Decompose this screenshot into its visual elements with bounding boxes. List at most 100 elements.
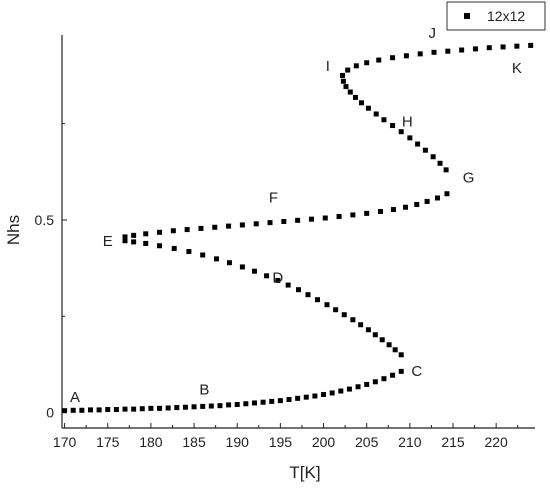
- data-point: [340, 78, 346, 84]
- data-point: [333, 307, 339, 313]
- data-point: [430, 154, 436, 160]
- data-point: [486, 45, 492, 51]
- data-point: [414, 202, 420, 208]
- data-point: [472, 46, 478, 52]
- data-point: [437, 160, 443, 166]
- data-point: [170, 228, 176, 234]
- data-point: [365, 105, 371, 111]
- data-point: [308, 216, 314, 222]
- data-point: [321, 391, 327, 397]
- data-point: [415, 141, 421, 147]
- data-point: [314, 297, 320, 303]
- data-point: [352, 94, 358, 100]
- data-point: [208, 403, 214, 409]
- data-point: [122, 238, 128, 244]
- data-point: [234, 401, 240, 407]
- legend-box: [446, 1, 546, 31]
- data-point: [182, 404, 188, 410]
- data-point: [131, 239, 137, 245]
- data-point: [243, 401, 249, 407]
- x-tick-label: 205: [355, 434, 379, 450]
- data-point: [386, 342, 392, 348]
- data-point: [358, 322, 364, 328]
- data-point: [200, 403, 206, 409]
- data-point: [346, 386, 352, 392]
- data-point: [214, 256, 220, 262]
- data-point: [424, 198, 430, 204]
- data-point: [96, 407, 102, 413]
- data-point: [359, 100, 365, 106]
- data-point: [105, 407, 111, 413]
- data-point: [364, 60, 370, 66]
- point-label-i: I: [326, 58, 330, 75]
- data-point: [407, 135, 413, 141]
- data-point: [251, 268, 257, 274]
- point-label-d: D: [272, 270, 283, 287]
- data-point: [139, 406, 145, 412]
- data-point: [70, 407, 76, 413]
- x-axis-title: T[K]: [289, 463, 320, 482]
- data-point: [390, 372, 396, 378]
- data-point: [267, 220, 273, 226]
- data-point: [500, 44, 506, 50]
- data-point: [285, 282, 291, 288]
- data-point: [253, 221, 259, 227]
- data-point: [347, 89, 353, 95]
- data-point: [296, 287, 301, 293]
- data-point: [200, 252, 206, 258]
- data-point: [264, 273, 270, 279]
- data-point: [281, 218, 287, 224]
- data-point: [198, 225, 204, 231]
- y-tick-label: 0.5: [35, 212, 55, 228]
- data-point: [336, 213, 342, 219]
- data-point: [434, 195, 440, 201]
- data-point: [365, 327, 371, 333]
- x-tick-label: 190: [226, 434, 250, 450]
- x-axis-ticks: 170 175 180 185 190 195 200 205 210 215 220: [53, 423, 519, 450]
- data-point: [239, 222, 245, 228]
- data-point: [390, 207, 396, 213]
- data-point: [212, 224, 218, 230]
- data-point: [165, 405, 171, 411]
- data-point: [403, 53, 409, 59]
- x-tick-label: 170: [53, 434, 77, 450]
- data-point: [148, 405, 154, 411]
- data-point: [324, 302, 330, 308]
- point-annotations: A B C D E F G H I J K: [70, 25, 522, 406]
- data-point: [350, 212, 356, 218]
- data-point: [277, 398, 283, 404]
- point-label-c: C: [411, 363, 422, 380]
- x-tick-label: 195: [269, 434, 293, 450]
- x-tick-label: 180: [139, 434, 163, 450]
- y-tick-label: 0: [46, 405, 54, 421]
- point-label-f: F: [269, 190, 278, 207]
- data-point: [186, 249, 192, 255]
- data-point: [431, 49, 437, 55]
- data-point: [353, 63, 359, 69]
- data-point: [443, 167, 449, 173]
- y-axis-title: Nhs: [4, 215, 23, 245]
- data-point: [398, 352, 404, 358]
- data-point: [377, 208, 383, 214]
- data-point: [322, 215, 328, 221]
- data-point: [381, 376, 387, 382]
- data-point: [303, 394, 309, 400]
- data-point: [312, 393, 318, 399]
- x-tick-label: 185: [182, 434, 206, 450]
- data-point: [390, 55, 396, 61]
- plot-frame: [61, 35, 535, 429]
- data-point: [398, 368, 404, 374]
- data-point: [373, 111, 379, 117]
- data-point: [528, 42, 534, 48]
- data-point: [372, 332, 378, 338]
- data-point: [343, 84, 349, 90]
- x-tick-label: 200: [312, 434, 336, 450]
- data-point: [251, 400, 257, 406]
- data-points: [62, 42, 534, 414]
- data-point: [122, 234, 128, 240]
- x-tick-label: 175: [96, 434, 120, 450]
- data-point: [379, 337, 385, 343]
- x-tick-label: 220: [484, 434, 508, 450]
- data-point: [514, 43, 520, 49]
